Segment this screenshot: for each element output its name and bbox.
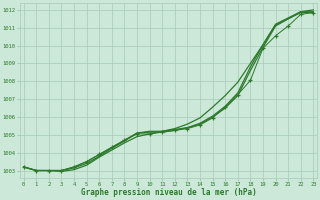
X-axis label: Graphe pression niveau de la mer (hPa): Graphe pression niveau de la mer (hPa) [81,188,256,197]
